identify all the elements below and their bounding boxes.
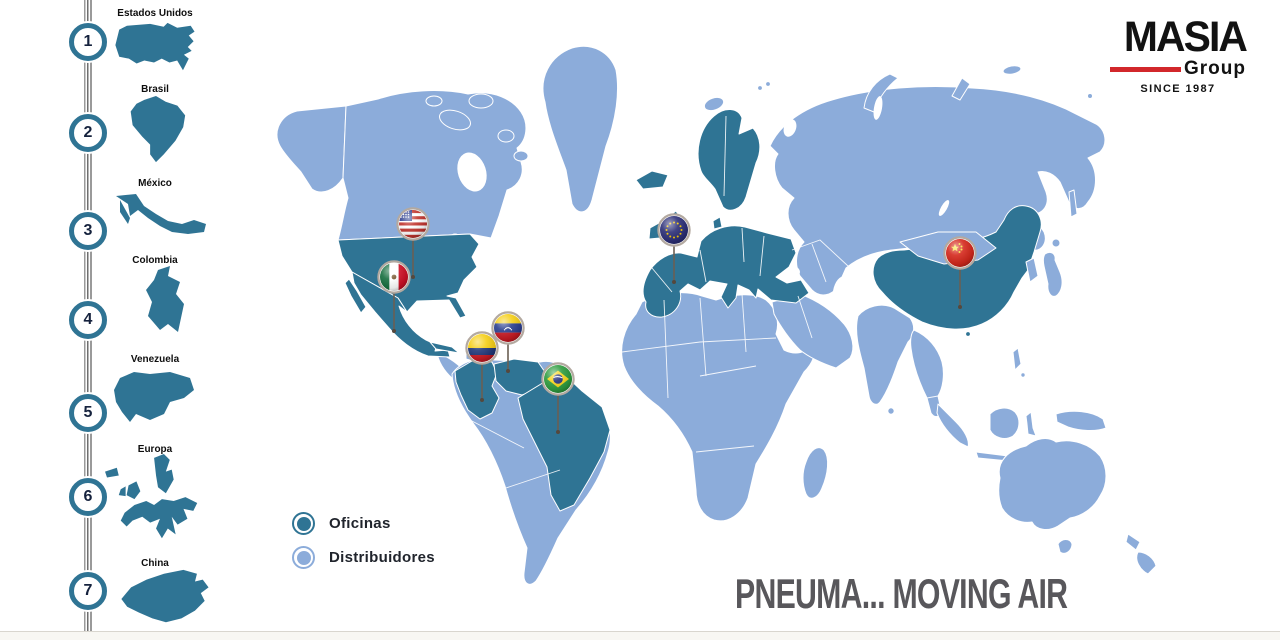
masia-group-logo: MASIA Group SINCE 1987 [1110,13,1248,95]
sidebar-label-mexico: México [138,177,172,189]
silhouette-venezuela [106,364,198,438]
legend-label: Distribuidores [329,549,435,566]
island [765,81,771,87]
island-japan [1042,251,1063,297]
map-country-colombia [454,360,500,420]
sidebar-number-1: 1 [69,23,107,61]
island-sakhalin [1068,189,1078,218]
sidebar-label-brasil: Brasil [141,83,169,95]
landmass-madagascar [802,447,829,499]
sidebar-label-colombia: Colombia [132,254,178,266]
island-sumatra [936,403,969,448]
silhouette-colombia [124,264,190,350]
island [439,109,471,131]
landmass-australia [998,438,1107,530]
landmass-india [856,304,915,405]
island-borneo [989,407,1020,439]
landmass-alaska [276,105,347,193]
sidebar-label-europa: Europa [137,443,173,455]
sidebar-number-3: 3 [69,212,107,250]
landmass-arabia [771,293,854,369]
sidebar-label-venezuela: Venezuela [130,353,180,365]
map-region-europe [642,225,810,318]
sidebar-label-china: China [141,557,169,569]
island-nz-south [1136,551,1157,575]
island-nz-north [1125,533,1141,551]
landmass-africa [621,292,815,522]
china-flag-pin [943,236,977,309]
colombia-flag-pin [465,331,499,402]
sidebar-number-4: 4 [69,301,107,339]
island-tasmania [1057,539,1073,554]
logo-name: MASIA [1123,13,1248,61]
sidebar-number-2: 2 [69,114,107,152]
logo-since-label: SINCE 1987 [1140,83,1216,95]
island [1020,372,1026,378]
legend-item-distribuidores: Distribuidores [292,546,435,569]
bottom-divider [0,631,1280,632]
number-label: 1 [83,33,93,50]
office-marker-icon [292,512,315,535]
logo-red-bar [1110,66,1181,72]
island [425,95,443,107]
landmass-greenland [542,45,619,213]
number-label: 7 [83,582,93,599]
number-label: 4 [83,311,93,328]
island [513,150,529,162]
map-country-iceland [635,170,669,190]
silhouette-china [112,566,216,628]
number-label: 2 [83,124,93,141]
island-philippines [1012,347,1022,371]
sidebar-label-estados-unidos: Estados Unidos [117,7,193,19]
island [1002,65,1022,75]
legend-label: Oficinas [329,515,391,532]
map-hainan [965,331,971,337]
map-country-denmark [712,216,723,230]
sidebar-number-7: 7 [69,572,107,610]
island-sulawesi [1025,411,1037,437]
eu-flag-pin [657,213,691,284]
silhouette-mexico [110,188,210,250]
sidebar-number-5: 5 [69,394,107,432]
landmass-indochina [910,329,944,418]
logo-group-label: Group [1184,58,1246,79]
island-sri-lanka [887,407,895,415]
map-region-scandinavia [697,109,761,211]
country-borders [469,115,939,489]
island-severnaya [951,77,971,101]
sidebar-number-6: 6 [69,478,107,516]
island-hokkaido [1051,238,1061,248]
silhouette-brasil [116,94,194,166]
brazil-flag-pin [541,362,575,434]
island [757,85,763,91]
map-pins [377,207,977,434]
number-label: 5 [83,404,93,421]
silhouette-estados-unidos [106,20,202,76]
legend-item-oficinas: Oficinas [292,512,435,535]
number-label: 6 [83,488,93,505]
number-label: 3 [83,222,93,239]
mexico-flag-pin [377,260,411,333]
venezuela-flag-pin [491,311,525,373]
map-baja [344,278,367,314]
map-legend: Oficinas Distribuidores [292,512,435,569]
distributor-marker-icon [292,546,315,569]
logo-row: Group [1110,58,1246,80]
island-svalbard [703,96,725,112]
tagline: PNEUMA... MOVING AIR [735,570,1068,617]
landmass-canada [337,90,527,241]
usa-flag-pin [396,207,430,279]
island [497,129,515,143]
island [1087,93,1093,99]
silhouette-europa [98,452,218,554]
map-country-cuba [429,341,460,354]
island [468,93,494,109]
bottom-strip [0,632,1280,640]
map-country-korea [1025,257,1039,283]
island-new-guinea [1055,410,1107,431]
